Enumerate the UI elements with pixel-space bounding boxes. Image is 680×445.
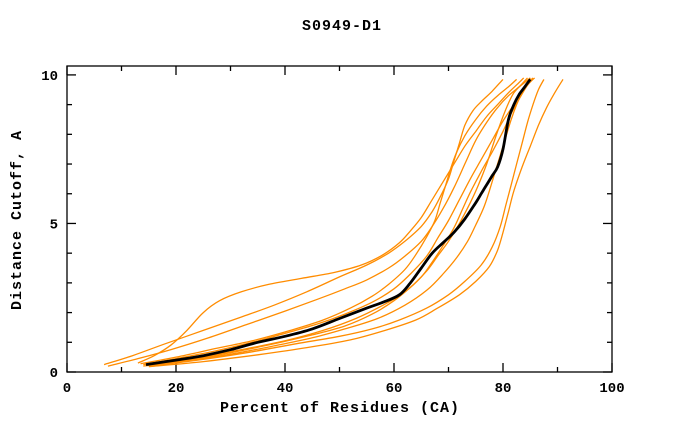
curve-model-8 — [148, 79, 564, 368]
x-tick-label: 0 — [63, 381, 71, 397]
curve-model-5 — [148, 77, 528, 367]
curve-model-2 — [107, 77, 531, 367]
curve-model-1 — [103, 78, 504, 366]
x-tick-label: 40 — [277, 381, 294, 397]
curve-model-9 — [143, 77, 531, 366]
y-axis-label: Distance Cutoff, A — [9, 130, 26, 310]
x-axis-label: Percent of Residues (CA) — [220, 400, 460, 417]
x-tick-label: 100 — [599, 381, 624, 397]
y-tick-label: 5 — [50, 217, 58, 233]
model-curves — [103, 77, 564, 368]
x-tick-label: 60 — [386, 381, 403, 397]
curve-model-4 — [140, 78, 518, 365]
chart-title: S0949-D1 — [302, 18, 382, 35]
y-tick-label: 0 — [50, 366, 58, 382]
axis-ticks — [66, 66, 613, 373]
curve-model-3 — [137, 77, 525, 364]
axis-tick-labels: 0 20 40 60 80 100 0 5 10 — [41, 69, 624, 397]
curve-highlighted-model — [145, 78, 532, 366]
curve-model-7 — [151, 79, 545, 367]
x-tick-label: 80 — [495, 381, 512, 397]
x-tick-label: 20 — [168, 381, 185, 397]
y-tick-label: 10 — [41, 69, 58, 85]
curve-model-6 — [143, 77, 534, 367]
